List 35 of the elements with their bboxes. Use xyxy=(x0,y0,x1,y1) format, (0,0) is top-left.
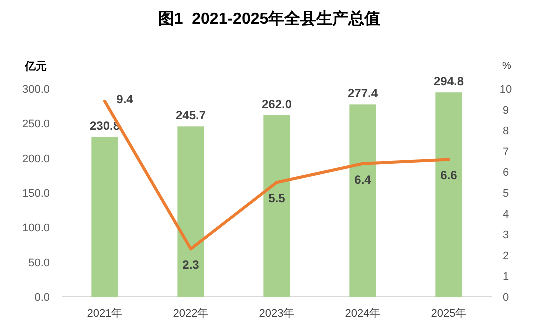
data-label: 5.5 xyxy=(268,192,286,206)
y2-tick-label: 7 xyxy=(502,146,510,158)
data-label: 277.4 xyxy=(348,86,378,101)
x-tick-label: 2025年 xyxy=(431,308,467,320)
y-axis-title: 亿元 xyxy=(24,61,47,73)
data-label: 245.7 xyxy=(176,108,206,123)
x-tick-label: 2021年 xyxy=(87,308,123,320)
data-label: 262.0 xyxy=(262,97,292,112)
y2-tick-label: 3 xyxy=(502,230,510,242)
x-tick-label: 2024年 xyxy=(345,308,381,320)
y2-tick-label: 1 xyxy=(502,271,510,284)
y2-tick-label: 0 xyxy=(502,292,510,304)
y2-tick-label: 10 xyxy=(500,84,512,96)
y2-tick-label: 9 xyxy=(502,104,510,117)
data-label: 6.6 xyxy=(440,168,458,183)
data-label: 2.3 xyxy=(182,258,200,272)
x-tick-label: 2023年 xyxy=(259,308,295,320)
x-tick-label: 2022年 xyxy=(173,308,209,320)
y2-tick-label: 2 xyxy=(502,250,510,262)
y-tick-label: 50.0 xyxy=(28,257,50,270)
y-tick-label: 200.0 xyxy=(22,153,50,166)
y2-tick-label: 8 xyxy=(502,126,510,138)
data-label: 6.4 xyxy=(354,172,372,187)
y-tick-label: 150.0 xyxy=(22,188,50,200)
data-label: 9.4 xyxy=(116,92,134,106)
title: 图1 2021-2025年全县生产总值 xyxy=(158,11,381,28)
y-tick-label: 300.0 xyxy=(22,84,50,96)
y2-tick-label: 5 xyxy=(502,188,510,200)
y2-axis-title: % xyxy=(502,61,512,72)
data-label: 294.8 xyxy=(434,74,464,89)
y2-tick-label: 4 xyxy=(502,208,510,221)
y2-tick-label: 6 xyxy=(502,167,510,180)
y-tick-label: 0.0 xyxy=(34,292,50,304)
y-tick-label: 250.0 xyxy=(22,118,50,131)
y-tick-label: 100.0 xyxy=(22,222,50,235)
